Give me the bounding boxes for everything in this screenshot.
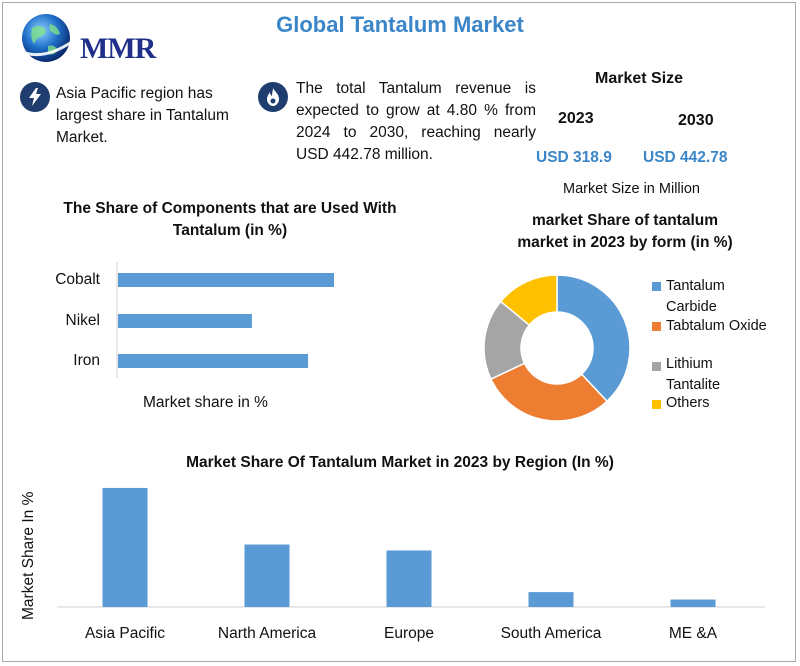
- market-size-year-2030: 2030: [678, 112, 714, 129]
- page-title: Global Tantalum Market: [276, 12, 524, 37]
- legend-swatch-lithium-tantalite: [652, 362, 661, 371]
- legend-swatch-tantalum-carbide: [652, 282, 661, 291]
- market-size-value-2030: USD 442.78: [643, 149, 728, 166]
- legend-label: Tantalum Carbide: [666, 278, 725, 315]
- market-size-unit: Market Size in Million: [563, 181, 700, 197]
- components-category-label: Nikel: [65, 312, 100, 329]
- globe-logo-icon: [17, 14, 81, 62]
- market-size-value-2023: USD 318.9: [536, 149, 612, 166]
- components-category-label: Cobalt: [55, 271, 100, 288]
- flame-icon: [258, 82, 288, 112]
- components-chart-title: The Share of Components that are Used Wi…: [63, 200, 397, 239]
- legend-label: Tabtalum Oxide: [666, 318, 767, 334]
- region-chart-title: Market Share Of Tantalum Market in 2023 …: [186, 454, 614, 471]
- legend-label: Lithium Tantalite: [666, 356, 721, 393]
- legend-swatch-oxide: [652, 322, 661, 331]
- legend-label: Others: [666, 395, 710, 411]
- lightning-icon: [20, 82, 50, 112]
- market-size-title: Market Size: [595, 70, 684, 87]
- components-category-label: Iron: [73, 352, 100, 369]
- fact-revenue-growth: The total Tantalum revenue is expected t…: [296, 80, 536, 163]
- legend-swatch-others: [652, 400, 661, 409]
- components-x-axis-title: Market share in %: [143, 394, 268, 411]
- market-size-year-2023: 2023: [558, 110, 594, 127]
- fact-asia-pacific: Asia Pacific region has largest share in…: [56, 85, 229, 146]
- form-chart-title: market Share of tantalum market in 2023 …: [517, 212, 733, 251]
- region-y-axis-title: Market Share In %: [20, 491, 37, 620]
- logo-text: MMR: [80, 32, 156, 65]
